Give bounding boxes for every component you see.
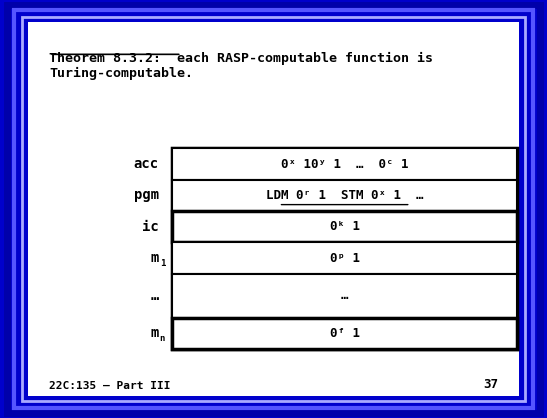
Text: 0ᵏ 1: 0ᵏ 1 xyxy=(330,220,359,233)
Bar xyxy=(28,22,519,396)
Text: …: … xyxy=(150,289,159,303)
Text: n: n xyxy=(160,334,165,343)
Bar xyxy=(172,148,517,180)
Text: 0ᶠ 1: 0ᶠ 1 xyxy=(330,327,359,340)
Bar xyxy=(172,242,517,274)
Text: Theorem 8.3.2:  each RASP-computable function is
Turing-computable.: Theorem 8.3.2: each RASP-computable func… xyxy=(49,52,433,80)
Text: m: m xyxy=(150,326,159,340)
Text: …: … xyxy=(341,289,348,302)
Text: 22C:135 – Part III: 22C:135 – Part III xyxy=(49,381,171,391)
Text: pgm: pgm xyxy=(133,189,159,202)
Text: LDM 0ʳ 1  STM 0ˣ 1  …: LDM 0ʳ 1 STM 0ˣ 1 … xyxy=(266,189,423,202)
Text: ic: ic xyxy=(142,220,159,234)
Text: 0ˣ 10ʸ 1  …  0ᶜ 1: 0ˣ 10ʸ 1 … 0ᶜ 1 xyxy=(281,158,409,171)
Text: m: m xyxy=(150,251,159,265)
Text: 0ᵖ 1: 0ᵖ 1 xyxy=(330,252,359,265)
Bar xyxy=(172,274,517,318)
Bar xyxy=(172,211,517,242)
Text: 1: 1 xyxy=(160,259,165,268)
Bar xyxy=(172,148,517,349)
Bar xyxy=(172,318,517,349)
Bar xyxy=(172,180,517,211)
Text: 37: 37 xyxy=(483,378,498,391)
Text: acc: acc xyxy=(133,157,159,171)
